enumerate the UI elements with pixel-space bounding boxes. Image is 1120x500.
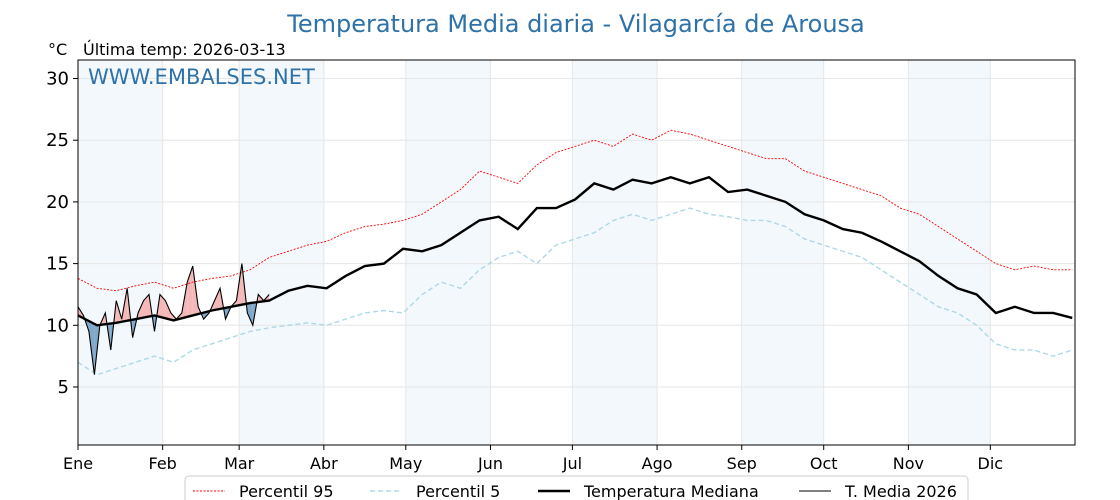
fill-above-median <box>159 294 166 319</box>
series-temperatura-mediana <box>77 175 1073 327</box>
x-tick-label: Oct <box>810 454 838 473</box>
legend-label: T. Media 2026 <box>844 482 957 500</box>
x-tick-label: Feb <box>149 454 177 473</box>
month-band <box>908 60 991 445</box>
legend-label: Percentil 95 <box>239 482 334 500</box>
x-tick-label: Ago <box>642 454 673 473</box>
x-tick-label: Jul <box>562 454 582 473</box>
x-tick-label: Sep <box>727 454 757 473</box>
series-percentil-5 <box>77 207 1073 376</box>
month-band <box>78 60 163 445</box>
y-tick-label: 5 <box>58 377 69 398</box>
month-band <box>405 60 491 445</box>
x-tick-label: Jun <box>477 454 503 473</box>
x-tick-label: Ene <box>63 454 93 473</box>
plot-frame <box>77 59 1076 446</box>
legend-box <box>184 475 969 500</box>
fill-above-median <box>143 294 150 318</box>
fill-above-median <box>165 300 171 320</box>
y-tick-label: 10 <box>46 315 69 336</box>
x-tick-label: Nov <box>893 454 924 473</box>
month-band <box>741 60 824 445</box>
x-tick-label: May <box>389 454 422 473</box>
last-temp-label: Última temp: 2026-03-13 <box>83 40 286 59</box>
y-tick-label: 25 <box>46 130 69 151</box>
y-tick-label: 20 <box>46 192 69 213</box>
x-tick-label: Abr <box>310 454 338 473</box>
y-tick-label: 30 <box>46 69 69 90</box>
y-tick-label: 15 <box>46 254 69 275</box>
y-unit-label: °C <box>48 40 67 59</box>
legend: Percentil 95 Percentil 5 Temperatura Media… <box>184 475 969 500</box>
series-t-media-2026 <box>77 263 270 375</box>
month-band <box>572 60 658 445</box>
fill-below-median <box>247 302 253 326</box>
series-percentil-95 <box>77 129 1073 292</box>
legend-label: Temperatura Mediana <box>583 482 759 500</box>
x-tick-label: Dic <box>978 454 1004 473</box>
chart-title: Temperatura Media diaria - Vilagarcía de… <box>286 10 865 38</box>
month-band <box>239 60 324 445</box>
x-tick-label: Mar <box>224 454 255 473</box>
fill-above-median <box>214 288 221 310</box>
watermark: WWW.EMBALSES.NET <box>88 65 315 89</box>
legend-label: Percentil 5 <box>416 482 500 500</box>
fill-above-median <box>138 300 144 319</box>
